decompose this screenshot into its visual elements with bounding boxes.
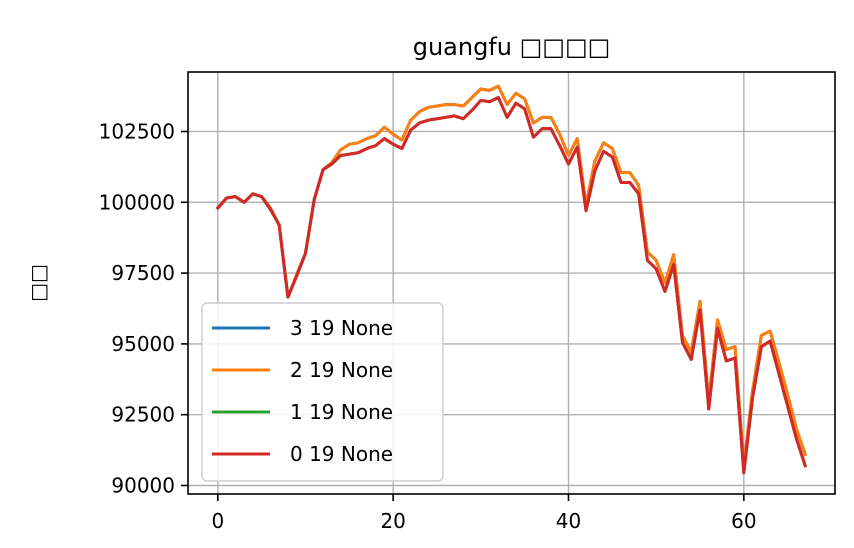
legend-label: 1 19 None [290, 400, 393, 424]
series-line-3 [215, 95, 808, 475]
x-tick-label: 40 [556, 509, 581, 533]
x-tick-label: 20 [380, 509, 405, 533]
legend-label: 3 19 None [290, 316, 393, 340]
axis-ticks: 0 20 40 60 90000 92500 95000 97500 100000 102500 [99, 119, 757, 533]
legend-label: 0 19 None [290, 442, 393, 466]
legend-box [201, 302, 444, 482]
y-tick-label: 95000 [111, 332, 175, 356]
legend: 3 19 None 2 19 None 1 19 None 0 19 None [201, 302, 444, 482]
y-tick-label: 97500 [111, 261, 175, 285]
legend-label: 2 19 None [290, 358, 393, 382]
axes-frame [187, 71, 836, 495]
series-lines [215, 84, 808, 475]
chart-title: guangfu □□□□ [413, 33, 611, 61]
y-axis-label: □□ [26, 264, 50, 302]
y-tick-label: 90000 [111, 474, 175, 498]
y-tick-label: 92500 [111, 403, 175, 427]
x-tick-label: 60 [731, 509, 756, 533]
y-tick-label: 100000 [99, 190, 175, 214]
y-tick-label: 102500 [99, 119, 175, 143]
x-tick-label: 0 [211, 509, 224, 533]
